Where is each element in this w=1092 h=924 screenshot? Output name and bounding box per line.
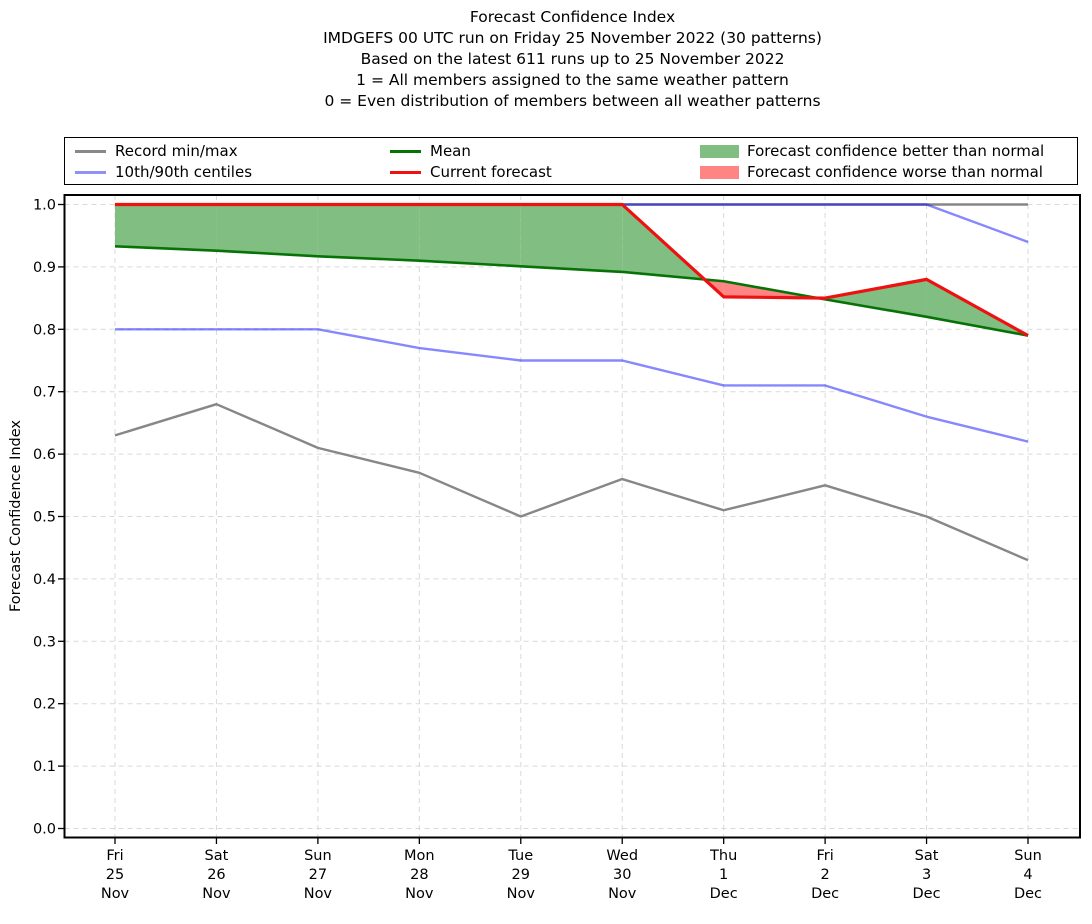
y-axis-title: Forecast Confidence Index — [8, 420, 24, 612]
x-tick-label: Sat 26 Nov — [202, 848, 231, 902]
legend-line-swatch-icon — [75, 150, 106, 153]
legend-column: Mean Current forecast — [390, 141, 552, 183]
chart-legend: Record min/max 10th/90th centiles Mean Curr… — [64, 137, 1078, 185]
legend-column: Record min/max 10th/90th centiles — [75, 141, 252, 183]
y-tick-label: 0.3 — [33, 634, 56, 650]
y-tick-label: 0.7 — [33, 385, 56, 401]
legend-patch-swatch-icon — [700, 145, 739, 158]
chart-subtitle-run: IMDGEFS 00 UTC run on Friday 25 November… — [323, 29, 822, 47]
chart-subtitle-scale-zero: 0 = Even distribution of members between… — [324, 92, 821, 110]
fill-better-region — [419, 204, 521, 267]
x-tick-label: Sat 3 Dec — [913, 848, 941, 902]
legend-item-record-min-max: Record min/max — [75, 141, 252, 162]
legend-item-forecast-confidence-worse-than-normal: Forecast confidence worse than normal — [700, 162, 1044, 183]
x-tick-label: Mon 28 Nov — [404, 848, 435, 902]
x-tick-label: Sun 4 Dec — [1014, 848, 1042, 902]
fill-better-region — [115, 204, 217, 251]
y-tick-label: 0.2 — [33, 697, 56, 713]
chart-subtitle-basis: Based on the latest 611 runs up to 25 No… — [360, 50, 785, 68]
fill-better-region — [216, 204, 318, 257]
legend-item-current-forecast: Current forecast — [390, 162, 552, 183]
series-record-min-line — [114, 402, 1029, 562]
y-tick-label: 1.0 — [33, 198, 56, 214]
legend-label: 10th/90th centiles — [115, 163, 253, 181]
series-current-forecast-line — [115, 202, 1029, 337]
legend-line-swatch-icon — [390, 171, 421, 174]
legend-item-mean: Mean — [390, 141, 552, 162]
x-tick-label: Fri 25 Nov — [101, 848, 130, 902]
y-tick-label: 0.6 — [33, 447, 56, 463]
x-tick-label: Wed 30 Nov — [606, 848, 638, 902]
y-tick-label: 0.8 — [33, 322, 56, 338]
legend-label: Forecast confidence better than normal — [747, 142, 1045, 160]
x-tick-label: Fri 2 Dec — [811, 848, 839, 902]
x-tick-label: Thu 1 Dec — [709, 848, 738, 902]
fill-better-region — [317, 204, 420, 261]
chart-title-block: Forecast Confidence Index IMDGEFS 00 UTC… — [65, 7, 1080, 112]
series-10th-centile-line — [115, 328, 1029, 443]
x-tick-label: Sun 27 Nov — [304, 848, 333, 902]
fill-better-region — [825, 279, 927, 317]
chart-title: Forecast Confidence Index — [469, 8, 676, 26]
legend-label: Current forecast — [430, 163, 552, 181]
y-tick-label: 0.9 — [33, 260, 56, 276]
y-tick-label: 0.1 — [33, 759, 56, 775]
x-tick-label: Tue 29 Nov — [507, 848, 536, 902]
chart-subtitle-scale-one: 1 = All members assigned to the same wea… — [356, 71, 789, 89]
legend-label: Record min/max — [115, 142, 238, 160]
legend-line-swatch-icon — [390, 150, 421, 153]
legend-line-swatch-icon — [75, 171, 106, 174]
legend-label: Mean — [430, 142, 471, 160]
legend-item-forecast-confidence-better-than-normal: Forecast confidence better than normal — [700, 141, 1044, 162]
fill-better-region — [520, 204, 623, 272]
y-tick-label: 0.4 — [33, 572, 56, 588]
legend-patch-swatch-icon — [700, 166, 739, 179]
legend-item-10th-90th-centiles: 10th/90th centiles — [75, 162, 252, 183]
y-tick-label: 0.0 — [33, 822, 56, 838]
legend-label: Forecast confidence worse than normal — [747, 163, 1043, 181]
series-mean-line — [114, 245, 1029, 337]
y-tick-label: 0.5 — [33, 510, 56, 526]
legend-column: Forecast confidence better than normal Fo… — [700, 141, 1044, 183]
